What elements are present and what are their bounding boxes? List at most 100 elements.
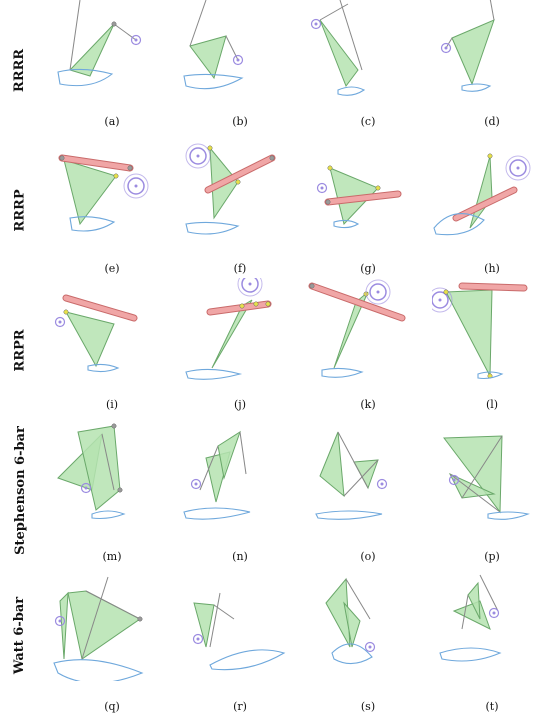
ternary-link bbox=[319, 19, 359, 88]
motor-icon bbox=[80, 482, 92, 494]
panel-caption: (o) bbox=[360, 550, 376, 563]
row-label: Stephenson 6-bar bbox=[0, 420, 40, 560]
panel-caption: (a) bbox=[104, 115, 120, 128]
joint bbox=[117, 487, 123, 493]
motor-ring-icon bbox=[123, 173, 149, 199]
mechanism-panel bbox=[183, 430, 251, 520]
joint bbox=[327, 165, 333, 171]
motor-ring-icon bbox=[505, 155, 531, 181]
binary-link bbox=[189, 0, 207, 47]
mechanism-panel bbox=[58, 154, 149, 232]
motor-center-icon bbox=[380, 482, 384, 486]
ternary-link bbox=[343, 601, 361, 648]
slider-rail-fill bbox=[59, 155, 133, 171]
binary-link bbox=[239, 431, 247, 475]
motor-ring-icon bbox=[365, 279, 391, 305]
mechanism-panel bbox=[440, 0, 495, 92]
slider-rail-fill bbox=[325, 191, 401, 205]
joint bbox=[137, 616, 143, 622]
binary-link bbox=[85, 590, 141, 620]
motor-center-icon bbox=[376, 290, 380, 294]
coupler-curve bbox=[69, 216, 116, 232]
motor-center-icon bbox=[320, 186, 324, 190]
joint bbox=[253, 301, 259, 307]
binary-link bbox=[69, 0, 81, 71]
binary-link bbox=[213, 604, 235, 620]
binary-link bbox=[489, 0, 495, 21]
binary-link bbox=[345, 578, 371, 620]
coupler-curve bbox=[91, 510, 126, 520]
ternary-link bbox=[445, 289, 493, 378]
ternary-link bbox=[467, 581, 481, 620]
motor-icon bbox=[432, 291, 449, 309]
ternary-link bbox=[217, 430, 241, 480]
mechanism-panel bbox=[432, 282, 528, 380]
joint bbox=[127, 165, 133, 171]
motor-center-icon bbox=[236, 58, 240, 62]
row-label: RRRP bbox=[0, 140, 40, 280]
binary-link bbox=[461, 594, 469, 630]
panel-caption: (q) bbox=[104, 700, 120, 713]
row-label: Watt 6-bar bbox=[0, 565, 40, 705]
binary-link bbox=[101, 433, 115, 491]
panel-caption: (k) bbox=[360, 398, 376, 411]
mechanism-panel bbox=[443, 435, 530, 520]
ternary-link bbox=[59, 591, 69, 660]
motor-center-icon bbox=[58, 619, 62, 623]
motor-icon bbox=[448, 474, 460, 486]
mechanism-panel bbox=[308, 279, 406, 378]
motor-icon bbox=[232, 54, 244, 66]
ternary-link bbox=[211, 299, 253, 369]
binary-link bbox=[479, 574, 499, 612]
coupler-curve bbox=[209, 649, 286, 671]
coupler-curve bbox=[433, 213, 485, 236]
mechanism-panel bbox=[192, 592, 286, 671]
mechanism-panel bbox=[54, 294, 138, 373]
joint bbox=[375, 185, 381, 191]
ternary-link bbox=[189, 35, 227, 80]
joint bbox=[207, 145, 213, 151]
motor-icon bbox=[369, 283, 387, 301]
motor-icon bbox=[192, 633, 204, 645]
mechanism-panel bbox=[325, 577, 376, 665]
ternary-link bbox=[451, 19, 495, 86]
motor-icon bbox=[189, 147, 207, 165]
slider-rail-fill bbox=[63, 295, 137, 321]
slider-rail-fill bbox=[205, 155, 275, 193]
joint bbox=[113, 173, 119, 179]
panel-caption: (s) bbox=[360, 700, 376, 713]
motor-icon bbox=[440, 42, 452, 54]
mechanism-panel bbox=[433, 153, 531, 236]
joint bbox=[59, 155, 65, 161]
coupler-curve bbox=[183, 73, 244, 90]
motor-icon bbox=[509, 159, 527, 177]
motor-center-icon bbox=[368, 645, 372, 649]
panel-caption: (r) bbox=[233, 700, 247, 713]
mechanism-panel bbox=[439, 574, 502, 662]
panel-caption: (i) bbox=[105, 398, 119, 411]
motor-center-icon bbox=[516, 166, 520, 170]
panel-caption: (e) bbox=[104, 262, 120, 275]
row-label-text: RRRP bbox=[12, 188, 28, 232]
ternary-link bbox=[65, 311, 115, 368]
coupler-curve bbox=[333, 219, 360, 229]
binary-link bbox=[337, 431, 369, 489]
row-label-text: RRRR bbox=[12, 48, 28, 92]
joint bbox=[487, 153, 493, 159]
joint bbox=[443, 289, 449, 295]
motor-center-icon bbox=[492, 611, 496, 615]
motor-center-icon bbox=[314, 22, 318, 26]
panel-caption: (b) bbox=[232, 115, 248, 128]
ternary-link bbox=[67, 590, 141, 660]
coupler-curve bbox=[183, 507, 251, 520]
joint bbox=[269, 155, 275, 161]
motor-icon bbox=[488, 607, 500, 619]
motor-icon bbox=[364, 641, 376, 653]
coupler-curve bbox=[321, 367, 364, 378]
binary-link bbox=[343, 459, 379, 497]
ternary-link bbox=[319, 431, 345, 498]
motor-center-icon bbox=[196, 637, 200, 641]
slider-rail-fill bbox=[459, 283, 527, 291]
coupler-curve bbox=[87, 363, 120, 373]
